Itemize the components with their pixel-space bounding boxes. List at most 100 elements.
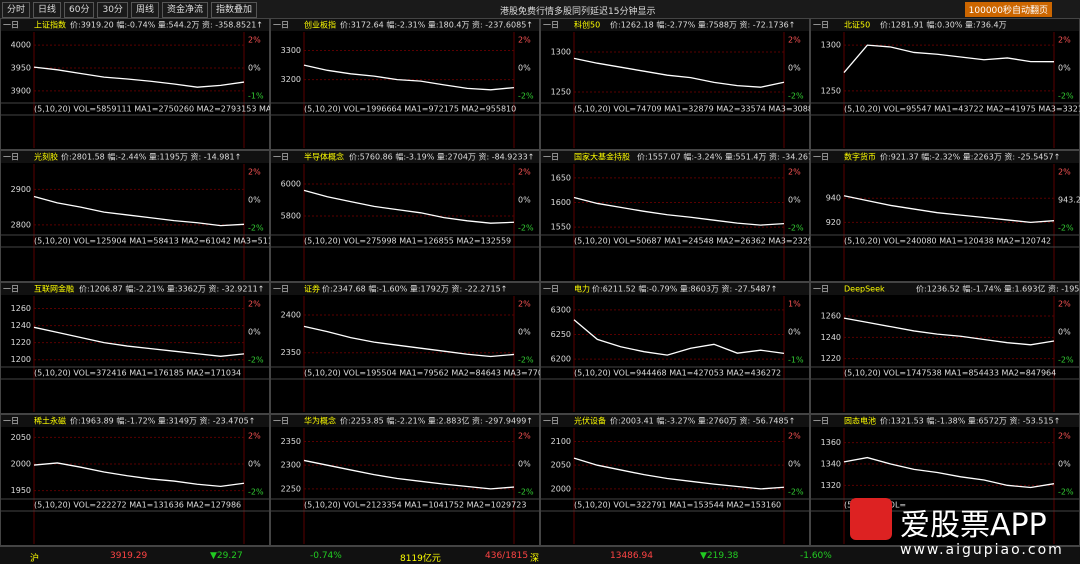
pct-label: -2% (518, 356, 534, 365)
panel: 一日 半导体概念 价:5760.86 幅:-3.19% 量:2704万 资: -84… (270, 150, 540, 282)
y-tick-label: 2250 (281, 484, 301, 493)
panel: 一日 上证指数 价:3919.20 幅:-0.74% 量:544.2万 资: -35… (0, 18, 283, 150)
price-line (573, 319, 785, 356)
sh: 沪 (30, 554, 40, 564)
tag: 一日 (813, 417, 829, 426)
y-tick-label: 2000 (11, 460, 31, 469)
price-line (303, 459, 515, 490)
y-tick-label: 1300 (551, 48, 571, 57)
pct-label: 0% (788, 196, 801, 205)
y-tick-label: 3900 (11, 86, 31, 95)
watermark: 爱股票APP www.aigupiao.com (850, 498, 1075, 560)
y-tick-label: 3300 (281, 46, 301, 55)
pct-label: 0% (248, 64, 261, 73)
tag: 一日 (3, 21, 19, 30)
pct-label: -2% (518, 488, 534, 497)
panel: 一日 科创50 价:1262.18 幅:-2.77% 量:7588万 资: -72.… (540, 18, 813, 150)
y-tick-label: 2900 (11, 185, 31, 194)
pct-label: 2% (248, 168, 261, 177)
panel-info: 价:1557.07 幅:-3.24% 量:551.4万 资: -34.267↑ (637, 152, 820, 162)
toolbar-button[interactable]: 60分 (64, 2, 95, 18)
header-bg (811, 19, 1079, 31)
y-tick-label: 940 (826, 194, 841, 203)
header-bg (1, 19, 269, 31)
pct-label: -2% (1058, 356, 1074, 365)
panel-name: 固态电池 (844, 416, 876, 426)
panel-name: 半导体概念 (304, 152, 344, 162)
pct-label: -2% (518, 224, 534, 233)
price-line (303, 189, 515, 224)
autopage[interactable]: 100000秒自动翻页 (964, 2, 1052, 17)
y-tick-label: 2050 (551, 461, 571, 470)
toolbar-button[interactable]: 分时 (2, 2, 31, 18)
header-bg (541, 283, 809, 295)
pct-label: 2% (788, 432, 801, 441)
toolbar-button[interactable]: 日线 (33, 2, 62, 18)
y-tick-label: 2300 (281, 461, 301, 470)
price-line (303, 64, 515, 91)
y-tick-label: 2000 (551, 484, 571, 493)
pct-label: 1% (788, 300, 801, 309)
tag: 一日 (273, 21, 289, 30)
panel-info: 价:6211.52 幅:-0.79% 量:8603万 资: -27.5487↑ (592, 284, 777, 294)
y-tick-label: 1360 (821, 438, 841, 447)
panel-info: 价:1321.53 幅:-1.38% 量:6572万 资: -53.515↑ (880, 416, 1060, 426)
panel-name: 证券 (304, 284, 320, 294)
y-tick-label: 6250 (551, 330, 571, 339)
panel-info: 价:2801.58 幅:-2.44% 量:1195万 资: -14.981↑ (61, 152, 241, 162)
panel: 一日 稀土永磁 价:1963.89 幅:-1.72% 量:3149万 资: -23.… (0, 414, 270, 546)
pct-label: 2% (788, 36, 801, 45)
header-bg (1, 151, 269, 163)
pct-label: -1% (248, 92, 264, 101)
sz-pct: -1.60% (800, 551, 832, 561)
panel: 一日 固态电池 价:1321.53 幅:-1.38% 量:6572万 资: -53.… (810, 414, 1080, 546)
volume-info: (5,10,20) VOL=195504 MA1=79562 MA2=84643… (304, 369, 543, 378)
toolbar-button[interactable]: 30分 (97, 2, 128, 18)
y-tick-label: 6300 (551, 305, 571, 314)
panel-frame (0, 18, 270, 150)
price-line (843, 195, 1055, 223)
panel-name: 数字货币 (844, 152, 876, 162)
header-bg (1, 283, 269, 295)
pct-label: -2% (518, 92, 534, 101)
header-bg (541, 19, 809, 31)
pct-label: 0% (788, 460, 801, 469)
toolbar-button[interactable]: 资金净流 (161, 2, 208, 18)
panel-info: 价:1262.18 幅:-2.77% 量:7588万 资: -72.1736↑ (610, 20, 795, 30)
y-tick-label: 6200 (551, 355, 571, 364)
pct-label: -2% (1058, 92, 1074, 101)
panel-frame (270, 18, 540, 150)
pct-label: 2% (248, 36, 261, 45)
panel-name: 互联网金融 (34, 284, 74, 294)
pct-label: 2% (248, 300, 261, 309)
pct-label: 943.23 (1058, 196, 1080, 205)
pct-label: -2% (788, 488, 804, 497)
pct-label: 2% (518, 36, 531, 45)
toolbar-title: 港股免费行情多股同列延迟15分钟显示 (500, 7, 656, 17)
header-bg (541, 151, 809, 163)
y-tick-label: 6000 (281, 180, 301, 189)
pct-label: -2% (1058, 224, 1074, 233)
toolbar-button[interactable]: 指数叠加 (210, 2, 257, 18)
url: www.aigupiao.com (900, 542, 1064, 558)
panel-name: 光刻胶 (34, 152, 58, 162)
pct-label: 2% (1058, 36, 1071, 45)
volume-info: (5,10,20) VOL=944468 MA1=427053 MA2=4362… (574, 369, 781, 378)
y-tick-label: 1650 (551, 173, 571, 182)
pct-label: 2% (518, 168, 531, 177)
volume-info: (5,10,20) VOL=240080 MA1=120438 MA2=1207… (844, 237, 1051, 246)
panel-info: 价:3172.64 幅:-2.31% 量:180.4万 资: -237.6085… (340, 20, 533, 30)
tag: 一日 (3, 417, 19, 426)
y-tick-label: 1250 (821, 86, 841, 95)
panel: 一日 电力 价:6211.52 幅:-0.79% 量:8603万 资: -27.54… (540, 282, 810, 414)
pct-label: 2% (518, 300, 531, 309)
sh-chg: ▼29.27 (210, 551, 243, 561)
y-tick-label: 1220 (821, 354, 841, 363)
volume-info: (5,10,20) VOL=322791 MA1=153544 MA2=1531… (574, 501, 781, 510)
toolbar-button[interactable]: 周线 (130, 2, 159, 18)
price-line (573, 457, 785, 490)
panel-frame (540, 282, 810, 414)
price-line (843, 317, 1055, 346)
panel: 一日 华为概念 价:2253.85 幅:-2.21% 量:2.883亿 资: -29… (270, 414, 540, 546)
